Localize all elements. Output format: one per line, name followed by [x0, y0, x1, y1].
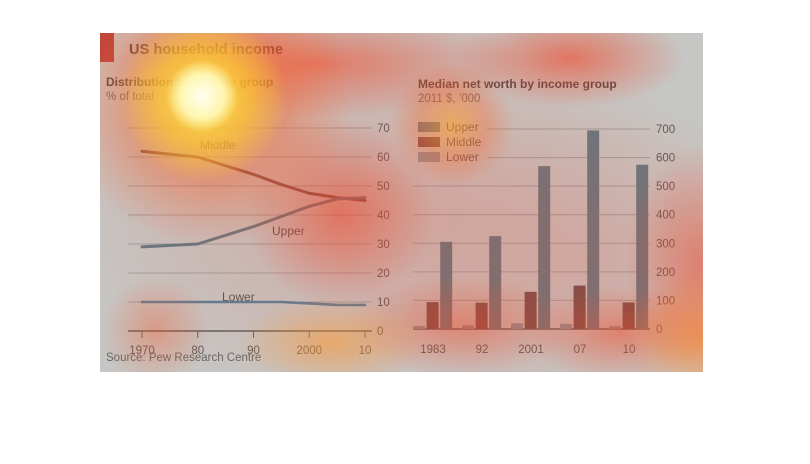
series-line-middle — [140, 149, 367, 202]
category-label-92: 92 — [476, 344, 489, 356]
ytick-label-30: 30 — [377, 239, 390, 251]
source-note: Source: Pew Research Centre — [106, 352, 262, 364]
right-panel-header: Median net worth by income group 2011 $,… — [418, 77, 617, 107]
economist-chart-image: US household income Distribution by inco… — [100, 33, 703, 372]
bar-middle-92 — [475, 302, 488, 329]
bar-middle-1983 — [426, 302, 439, 329]
red-accent-block — [100, 33, 114, 62]
category-label-10: 10 — [623, 344, 636, 356]
left-panel-title: Distribution by income group — [106, 75, 274, 89]
ytick-label-0: 0 — [377, 326, 383, 338]
bar-chart: 0 100 200 300 400 500 600 700 1983 92 2001 07 10 — [413, 124, 675, 356]
ytick-label-20: 20 — [377, 268, 390, 280]
bar-lower-92 — [462, 325, 474, 329]
bar-lower-07 — [560, 323, 572, 329]
ytick-label-40: 40 — [377, 210, 390, 222]
xtick-label-10: 10 — [359, 345, 372, 357]
page-title: US household income — [129, 42, 284, 58]
series-line-upper — [140, 196, 367, 249]
category-label-1983: 1983 — [420, 344, 446, 356]
bar-middle-07 — [573, 285, 586, 329]
right-panel-title: Median net worth by income group — [418, 77, 617, 91]
ytick-label-70: 70 — [377, 123, 390, 135]
series-label-lower: Lower — [222, 290, 255, 304]
bar-lower-10 — [609, 326, 621, 329]
ytick-label-400: 400 — [656, 210, 675, 222]
category-label-2001: 2001 — [518, 344, 544, 356]
category-label-07: 07 — [574, 344, 587, 356]
bar-upper-1983 — [440, 241, 453, 329]
left-panel-header: Distribution by income group % of total — [106, 75, 273, 105]
ytick-label-700: 700 — [656, 124, 675, 136]
series-label-upper: Upper — [272, 224, 305, 238]
ytick-label-500: 500 — [656, 181, 675, 193]
bar-upper-10 — [636, 164, 649, 329]
ytick-label-200: 200 — [656, 267, 675, 279]
bar-upper-92 — [489, 236, 502, 329]
left-panel-subtitle: % of total — [106, 91, 154, 103]
bar-middle-2001 — [524, 291, 537, 329]
ytick-label-600: 600 — [656, 153, 675, 165]
ytick-label-0: 0 — [656, 324, 662, 336]
xtick-label-2000: 2000 — [296, 345, 322, 357]
right-panel-subtitle: 2011 $, ’000 — [418, 93, 481, 105]
ytick-label-100: 100 — [656, 295, 675, 307]
bar-upper-07 — [587, 130, 600, 329]
ytick-label-10: 10 — [377, 297, 390, 309]
ytick-label-300: 300 — [656, 238, 675, 250]
ytick-label-60: 60 — [377, 152, 390, 164]
bar-lower-2001 — [511, 323, 523, 329]
bar-middle-10 — [622, 302, 635, 329]
bar-lower-1983 — [413, 325, 425, 329]
series-label-middle: Middle — [200, 138, 236, 152]
ytick-label-50: 50 — [377, 181, 390, 193]
bar-upper-2001 — [538, 166, 551, 329]
